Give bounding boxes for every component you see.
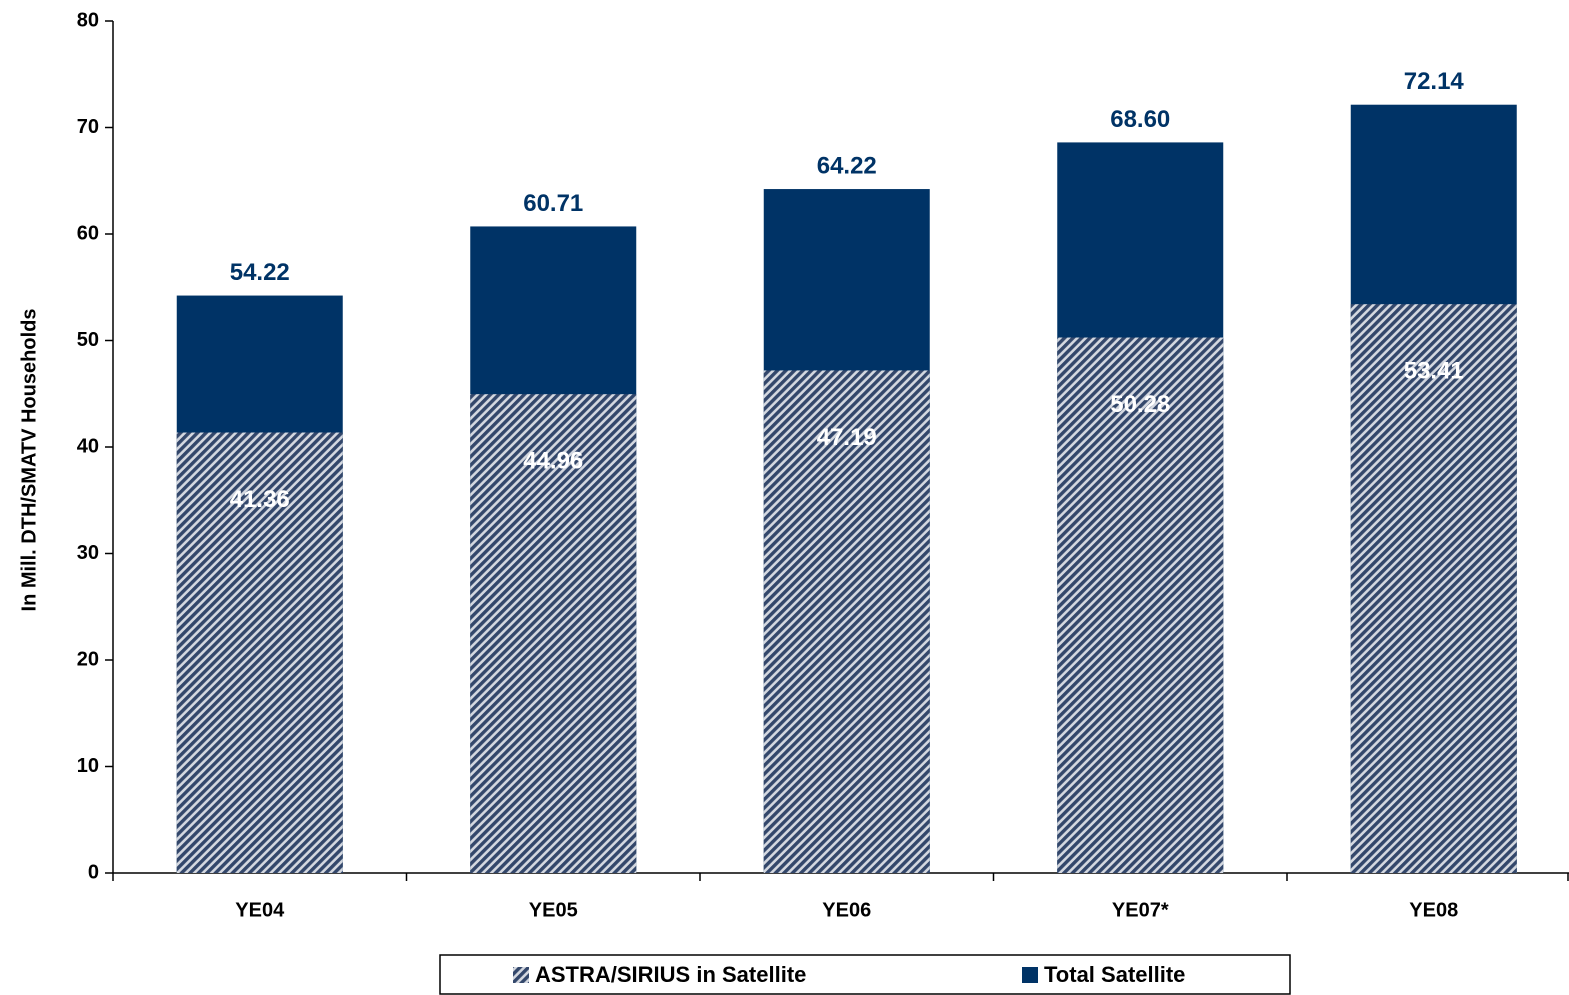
x-tick-label: YE05 [529, 899, 578, 921]
bar [470, 394, 637, 873]
value-label: 53.41 [1404, 358, 1464, 385]
y-tick-label: 30 [77, 542, 99, 564]
value-label: 64.22 [817, 152, 877, 179]
y-tick-label: 20 [77, 648, 99, 670]
y-tick-label: 0 [88, 861, 99, 883]
x-tick-label: YE08 [1409, 899, 1458, 921]
legend-label: ASTRA/SIRIUS in Satellite [535, 962, 806, 987]
value-label: 50.28 [1110, 391, 1170, 418]
value-label: 47.19 [817, 424, 877, 451]
legend-label: Total Satellite [1044, 962, 1185, 987]
y-tick-label: 70 [77, 116, 99, 138]
bar [763, 370, 930, 873]
legend-swatch [513, 967, 529, 983]
y-tick-label: 60 [77, 222, 99, 244]
y-tick-label: 40 [77, 435, 99, 457]
y-tick-label: 50 [77, 329, 99, 351]
bar [1057, 337, 1224, 873]
y-axis-label: In Mill. DTH/SMATV Households [18, 309, 40, 612]
y-tick-label: 10 [77, 755, 99, 777]
value-label: 44.96 [523, 448, 583, 475]
value-label: 68.60 [1110, 106, 1170, 133]
legend-swatch [1022, 967, 1038, 983]
y-tick-label: 80 [77, 9, 99, 31]
value-label: 54.22 [230, 259, 290, 286]
bar [1350, 304, 1517, 874]
value-label: 72.14 [1404, 68, 1465, 95]
value-label: 60.71 [523, 190, 583, 217]
bar [176, 432, 343, 873]
legend-box [439, 954, 1291, 995]
x-tick-label: YE06 [822, 899, 871, 921]
x-tick-label: YE04 [235, 899, 285, 921]
x-tick-label: YE07* [1112, 899, 1169, 921]
value-label: 41.36 [230, 486, 290, 513]
